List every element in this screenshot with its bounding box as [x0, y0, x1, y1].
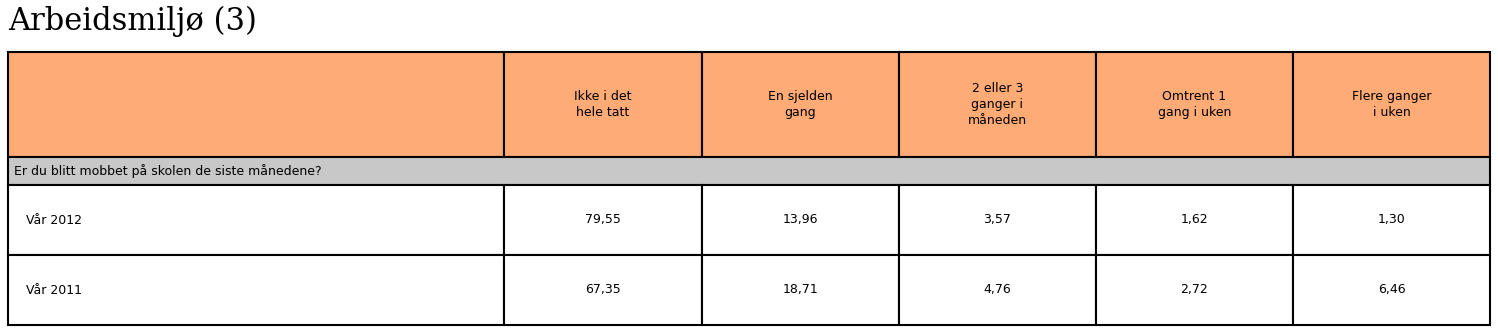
Text: 79,55: 79,55 — [586, 213, 622, 226]
Bar — [505, 52, 701, 157]
Text: 4,76: 4,76 — [983, 283, 1011, 297]
Bar — [701, 185, 899, 255]
Bar — [899, 255, 1097, 325]
Text: Omtrent 1
gang i uken: Omtrent 1 gang i uken — [1158, 90, 1231, 119]
Text: Flere ganger
i uken: Flere ganger i uken — [1351, 90, 1431, 119]
Bar — [505, 255, 701, 325]
Text: Vår 2012: Vår 2012 — [25, 213, 82, 226]
Bar — [1097, 255, 1293, 325]
Bar — [1097, 52, 1293, 157]
Bar — [505, 185, 701, 255]
Bar — [7, 157, 1491, 185]
Text: Arbeidsmiljø (3): Arbeidsmiljø (3) — [7, 6, 256, 37]
Bar — [701, 255, 899, 325]
Text: Er du blitt mobbet på skolen de siste månedene?: Er du blitt mobbet på skolen de siste må… — [13, 164, 322, 178]
Bar — [899, 52, 1097, 157]
Text: 1,62: 1,62 — [1180, 213, 1209, 226]
Text: Vår 2011: Vår 2011 — [25, 283, 82, 297]
Bar — [899, 185, 1097, 255]
Text: 3,57: 3,57 — [983, 213, 1011, 226]
Text: 2,72: 2,72 — [1180, 283, 1209, 297]
Text: 13,96: 13,96 — [782, 213, 818, 226]
Bar — [1097, 185, 1293, 255]
Text: 6,46: 6,46 — [1378, 283, 1405, 297]
Bar — [701, 52, 899, 157]
Text: 2 eller 3
ganger i
måneden: 2 eller 3 ganger i måneden — [968, 82, 1026, 127]
Bar — [1293, 185, 1491, 255]
Bar — [7, 185, 505, 255]
Bar — [7, 52, 505, 157]
Bar — [1293, 255, 1491, 325]
Bar — [7, 255, 505, 325]
Text: Ikke i det
hele tatt: Ikke i det hele tatt — [574, 90, 632, 119]
Text: 67,35: 67,35 — [586, 283, 620, 297]
Text: 18,71: 18,71 — [782, 283, 818, 297]
Text: En sjelden
gang: En sjelden gang — [768, 90, 833, 119]
Bar — [1293, 52, 1491, 157]
Text: 1,30: 1,30 — [1378, 213, 1405, 226]
